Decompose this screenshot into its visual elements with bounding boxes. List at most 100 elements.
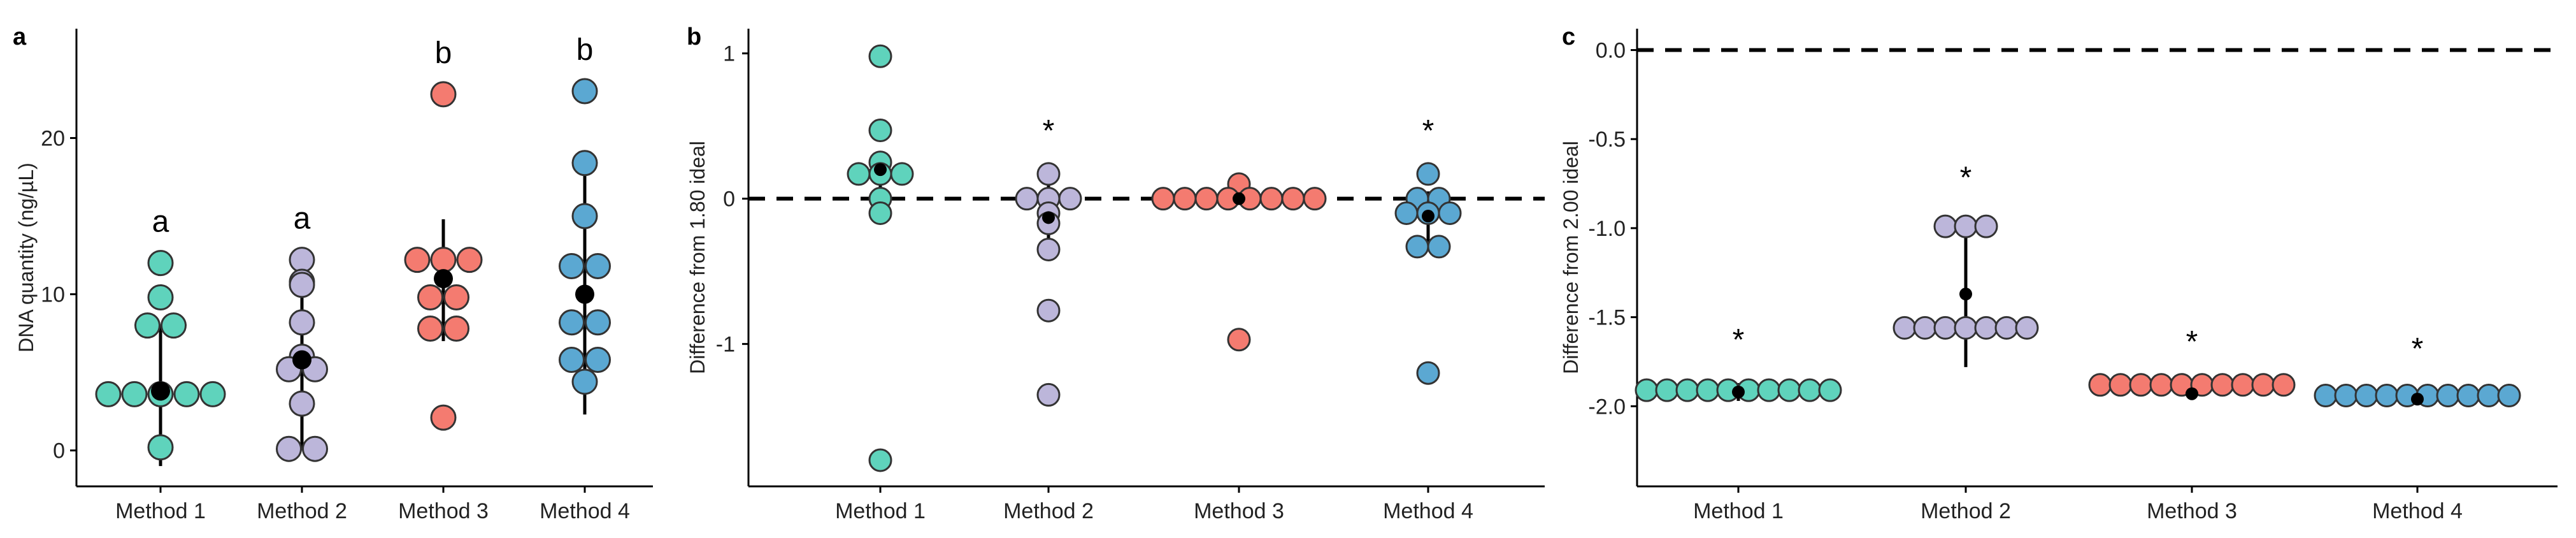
panel-b-annotation: * — [1043, 114, 1055, 148]
panel-a-mean-point — [292, 350, 311, 370]
panel-b-point — [1173, 187, 1197, 211]
panel-c-point — [2334, 384, 2358, 408]
panel-a-ytick-label: 0 — [53, 439, 65, 463]
panel-b-point — [1036, 298, 1061, 323]
panel-c-point — [2456, 384, 2480, 408]
panel-c-ytick-label: -2.0 — [1588, 395, 1626, 419]
panel-a-point — [571, 368, 598, 395]
panel-a-xtick-label: Method 4 — [540, 499, 630, 523]
panel-a-point — [134, 312, 161, 339]
panel-c-letter: c — [1562, 24, 1575, 50]
panel-b-xtick-label: Method 3 — [1194, 499, 1284, 523]
panel-c-xtick-label: Method 3 — [2147, 499, 2237, 523]
panel-c-point — [1635, 378, 1659, 402]
panel-a-point — [147, 250, 174, 277]
panel-a-point — [121, 381, 148, 407]
panel-c-mean-point — [1959, 287, 1972, 301]
panel-a-point — [173, 381, 200, 407]
panel-c-point — [1777, 378, 1801, 402]
panel-c-point — [2436, 384, 2460, 408]
panel-c-xtick-label: Method 4 — [2372, 499, 2463, 523]
panel-b-ytick-label: 0 — [723, 187, 735, 212]
panel-b-point — [1416, 361, 1440, 385]
panel-b-point — [1058, 187, 1082, 211]
panel-c-point — [1818, 378, 1842, 402]
panel-b-mean-point — [1042, 211, 1055, 224]
panel-b-point — [1303, 187, 1327, 211]
panel-c: c Difference from 2.00 ideal 0.0 -0.5 -1.0… — [1559, 24, 2558, 523]
panel-c-mean-point — [1732, 385, 1745, 398]
panel-c-point — [1954, 316, 1978, 340]
panel-a-point — [430, 81, 457, 108]
panel-b-mean-point — [874, 163, 887, 177]
panel-b-point — [1438, 201, 1462, 225]
panel-b-point — [1416, 162, 1440, 186]
panel-b-letter: b — [687, 24, 701, 50]
panel-c-point — [1696, 378, 1720, 402]
panel-b-point — [1427, 235, 1451, 259]
panel-b-point — [1036, 162, 1061, 186]
panel-a-xtick-label: Method 1 — [115, 499, 206, 523]
panel-c-point — [2251, 373, 2275, 397]
panel-c-annotation: * — [2186, 325, 2198, 359]
panel-b-point — [868, 119, 892, 143]
panel-c-point — [1994, 316, 2019, 340]
panel-b-point — [1015, 187, 1039, 211]
panel-a-xtick-label: Method 2 — [257, 499, 347, 523]
panel-c-point — [1933, 214, 1957, 238]
panel-a-annotation: b — [576, 33, 594, 67]
panel-c-mean-point — [2411, 393, 2424, 406]
panel-c-point — [1974, 316, 1998, 340]
panel-a-point — [585, 252, 611, 279]
panel-b-point — [1405, 235, 1429, 259]
panel-b: b Difference from 1.80 ideal 1 0 -1 Method … — [686, 24, 1545, 523]
panel-a: a DNA quantity (ng/µL) 0 10 20 Method 1 Meth… — [13, 24, 653, 523]
panel-a-point — [559, 347, 585, 374]
panel-b-point — [1281, 187, 1305, 211]
panel-c-annotation: * — [1733, 323, 1745, 357]
panel-b-xtick-label: Method 4 — [1383, 499, 1473, 523]
panel-a-mean-point — [151, 381, 170, 401]
panel-c-point — [2015, 316, 2039, 340]
panel-a-point — [302, 435, 328, 462]
panel-a-point — [199, 381, 226, 407]
panel-a-point — [404, 247, 431, 273]
panel-b-point — [868, 44, 892, 68]
panel-c-point — [2149, 373, 2173, 397]
panel-c-point — [2314, 384, 2338, 408]
panel-c-point — [1675, 378, 1699, 402]
panel-c-ytick-label: -0.5 — [1588, 127, 1626, 152]
panel-b-point — [1036, 382, 1061, 407]
panel-b-point — [868, 448, 892, 472]
panel-a-point — [289, 247, 315, 273]
panel-b-ytick-label: 1 — [723, 42, 735, 66]
panel-a-point — [571, 150, 598, 177]
panel-b-point — [1227, 328, 1251, 352]
panel-c-point — [1913, 316, 1937, 340]
panel-b-ytick-label: -1 — [716, 333, 735, 357]
panel-b-point — [847, 162, 871, 186]
panel-a-point — [456, 247, 483, 273]
panel-c-ytick-label: 0.0 — [1596, 39, 1626, 63]
panel-c-point — [1954, 214, 1978, 238]
panel-a-point — [443, 315, 469, 342]
panel-c-point — [2354, 384, 2379, 408]
panel-b-y-label: Difference from 1.80 ideal — [686, 141, 709, 374]
panel-b-point — [1194, 187, 1219, 211]
panel-a-point — [571, 78, 598, 105]
panel-a-annotation: a — [152, 205, 169, 239]
panel-c-point — [2497, 384, 2521, 408]
panel-a-mean-point — [434, 269, 453, 289]
panel-a-point — [430, 404, 457, 431]
panel-c-point — [1893, 316, 1917, 340]
panel-c-point — [2088, 373, 2112, 397]
panel-c-point — [1933, 316, 1957, 340]
panel-c-annotation: * — [1960, 161, 1972, 195]
panel-c-point — [2231, 373, 2255, 397]
panel-a-ytick-label: 10 — [41, 283, 65, 307]
panel-b-mean-point — [1422, 210, 1435, 223]
panel-a-point — [147, 284, 174, 310]
panel-a-point — [559, 309, 585, 336]
panel-b-mean-point — [1233, 192, 1245, 205]
